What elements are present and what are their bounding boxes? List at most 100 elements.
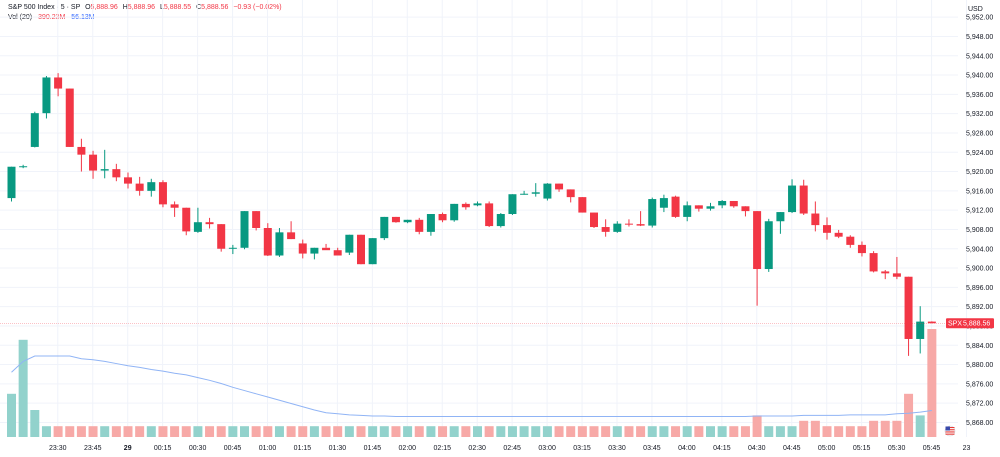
candle-body bbox=[811, 213, 820, 226]
volume-bar bbox=[822, 426, 832, 437]
y-tick-label: 5,912.00 bbox=[966, 208, 993, 215]
volume-bar bbox=[403, 426, 413, 437]
time-axis[interactable]: 23:30 23:45 29 00:15 00:30 00:45 01:00 01:15 01:… bbox=[49, 445, 970, 452]
volume-bar bbox=[53, 426, 63, 437]
candle-body bbox=[648, 199, 657, 226]
volume-bar bbox=[717, 426, 727, 437]
volume-bar bbox=[298, 426, 308, 437]
volume-bars bbox=[7, 329, 937, 437]
candle-body bbox=[590, 212, 598, 228]
candle-body bbox=[65, 88, 74, 147]
candle-body bbox=[531, 192, 540, 194]
x-tick-label: 01:00 bbox=[259, 445, 277, 452]
y-tick-label: 5,892.00 bbox=[966, 304, 993, 311]
candle-body bbox=[927, 321, 936, 324]
volume-bar bbox=[251, 426, 261, 437]
x-tick-label: 03:45 bbox=[643, 445, 661, 452]
candle-body bbox=[520, 193, 529, 195]
candle-body bbox=[834, 232, 843, 237]
candle-body bbox=[706, 206, 715, 209]
candle-body bbox=[135, 183, 144, 191]
x-tick-label: 02:30 bbox=[468, 445, 486, 452]
x-tick-label: 04:45 bbox=[783, 445, 801, 452]
candle-body bbox=[403, 219, 412, 223]
volume-bar bbox=[146, 426, 156, 437]
x-tick-label: 05:30 bbox=[888, 445, 906, 452]
candle-body bbox=[357, 234, 365, 265]
volume-bar bbox=[810, 420, 820, 437]
x-tick-label: 01:30 bbox=[329, 445, 347, 452]
volume-bar bbox=[542, 426, 552, 437]
volume-bar bbox=[228, 426, 238, 437]
volume-bar bbox=[309, 426, 319, 437]
candle-body bbox=[345, 234, 354, 253]
volume-bar bbox=[566, 426, 576, 437]
price-axis[interactable]: 5,868.00 5,872.00 5,876.00 5,880.00 5,884.00… bbox=[966, 15, 993, 427]
candle-body bbox=[19, 166, 28, 168]
volume-ma-line bbox=[11, 355, 932, 417]
y-tick-label: 5,872.00 bbox=[966, 401, 993, 408]
volume-bar bbox=[682, 426, 692, 437]
candle-body bbox=[89, 154, 98, 171]
x-tick-label: 04:00 bbox=[678, 445, 696, 452]
candle-body bbox=[298, 243, 307, 254]
x-tick-label: 04:15 bbox=[713, 445, 731, 452]
volume-bar bbox=[426, 426, 436, 437]
candle-body bbox=[508, 194, 517, 215]
candle-body bbox=[287, 232, 296, 240]
candle-body bbox=[729, 200, 738, 207]
volume-bar bbox=[764, 426, 774, 437]
candle-body bbox=[147, 182, 156, 191]
candle-body bbox=[112, 169, 121, 178]
low-label: L bbox=[160, 4, 164, 11]
flag-stripe bbox=[945, 433, 955, 435]
y-tick-label: 5,900.00 bbox=[966, 266, 993, 273]
candle-body bbox=[601, 227, 610, 232]
y-tick-label: 5,908.00 bbox=[966, 227, 993, 234]
volume-bar bbox=[461, 426, 471, 437]
volume-bar bbox=[135, 426, 145, 437]
y-tick-label: 5,928.00 bbox=[966, 130, 993, 137]
volume-bar bbox=[240, 426, 249, 437]
change-value: −0.93 (−0.02%) bbox=[233, 4, 282, 11]
volume-bar bbox=[869, 420, 879, 437]
volume-bar bbox=[671, 426, 681, 437]
volume-bar bbox=[659, 426, 669, 437]
x-tick-label: 05:00 bbox=[818, 445, 836, 452]
volume-bar bbox=[123, 426, 133, 437]
volume-bar bbox=[519, 426, 529, 437]
high-value: 5,888.96 bbox=[127, 4, 156, 11]
candle-body bbox=[193, 222, 202, 232]
volume-bar bbox=[589, 426, 599, 437]
candle-body bbox=[892, 273, 901, 277]
volume-bar bbox=[694, 426, 704, 437]
volume-bar bbox=[775, 426, 785, 437]
candle-body bbox=[100, 169, 109, 171]
candle-body bbox=[438, 214, 447, 221]
volume-bar bbox=[88, 426, 98, 437]
candle-body bbox=[252, 211, 261, 229]
volume-bar bbox=[577, 426, 587, 437]
y-tick-label: 5,876.00 bbox=[966, 381, 993, 388]
volume-bar bbox=[496, 426, 506, 437]
badge-price: 5,888.56 bbox=[963, 321, 990, 328]
x-tick-label: 05:15 bbox=[853, 445, 871, 452]
candle-body bbox=[30, 113, 39, 147]
candle-body bbox=[694, 205, 703, 209]
candle-body bbox=[275, 232, 284, 256]
volume-bar bbox=[729, 426, 739, 437]
volume-bar bbox=[834, 426, 844, 437]
candle-body bbox=[158, 182, 167, 205]
volume-bar bbox=[368, 426, 378, 437]
x-tick-label: 03:15 bbox=[573, 445, 591, 452]
y-tick-label: 5,924.00 bbox=[966, 150, 993, 157]
volume-bar bbox=[880, 420, 890, 437]
candle-body bbox=[578, 197, 587, 213]
x-tick-label: 02:45 bbox=[503, 445, 521, 452]
volume-bar bbox=[18, 339, 28, 437]
volume-bar bbox=[787, 426, 797, 437]
candle-body bbox=[54, 77, 63, 89]
volume-bar bbox=[473, 426, 482, 437]
close-label: C bbox=[196, 4, 202, 11]
